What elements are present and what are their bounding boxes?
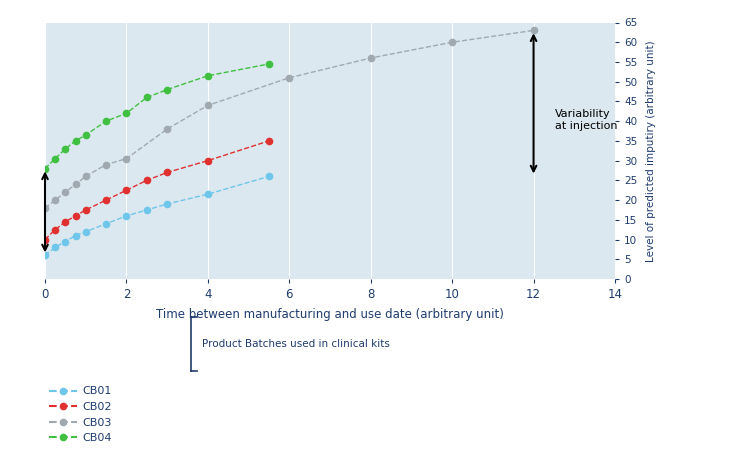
X-axis label: Time between manufacturing and use date (arbitrary unit): Time between manufacturing and use date … <box>156 308 504 321</box>
Text: Product Batches used in clinical kits: Product Batches used in clinical kits <box>202 339 390 349</box>
Y-axis label: Level of predicted imputiry (arbitrary unit): Level of predicted imputiry (arbitrary u… <box>646 40 656 261</box>
Legend: CB01, CB02, CB03, CB04: CB01, CB02, CB03, CB04 <box>45 382 116 448</box>
Text: Variability
at injection: Variability at injection <box>555 109 618 131</box>
